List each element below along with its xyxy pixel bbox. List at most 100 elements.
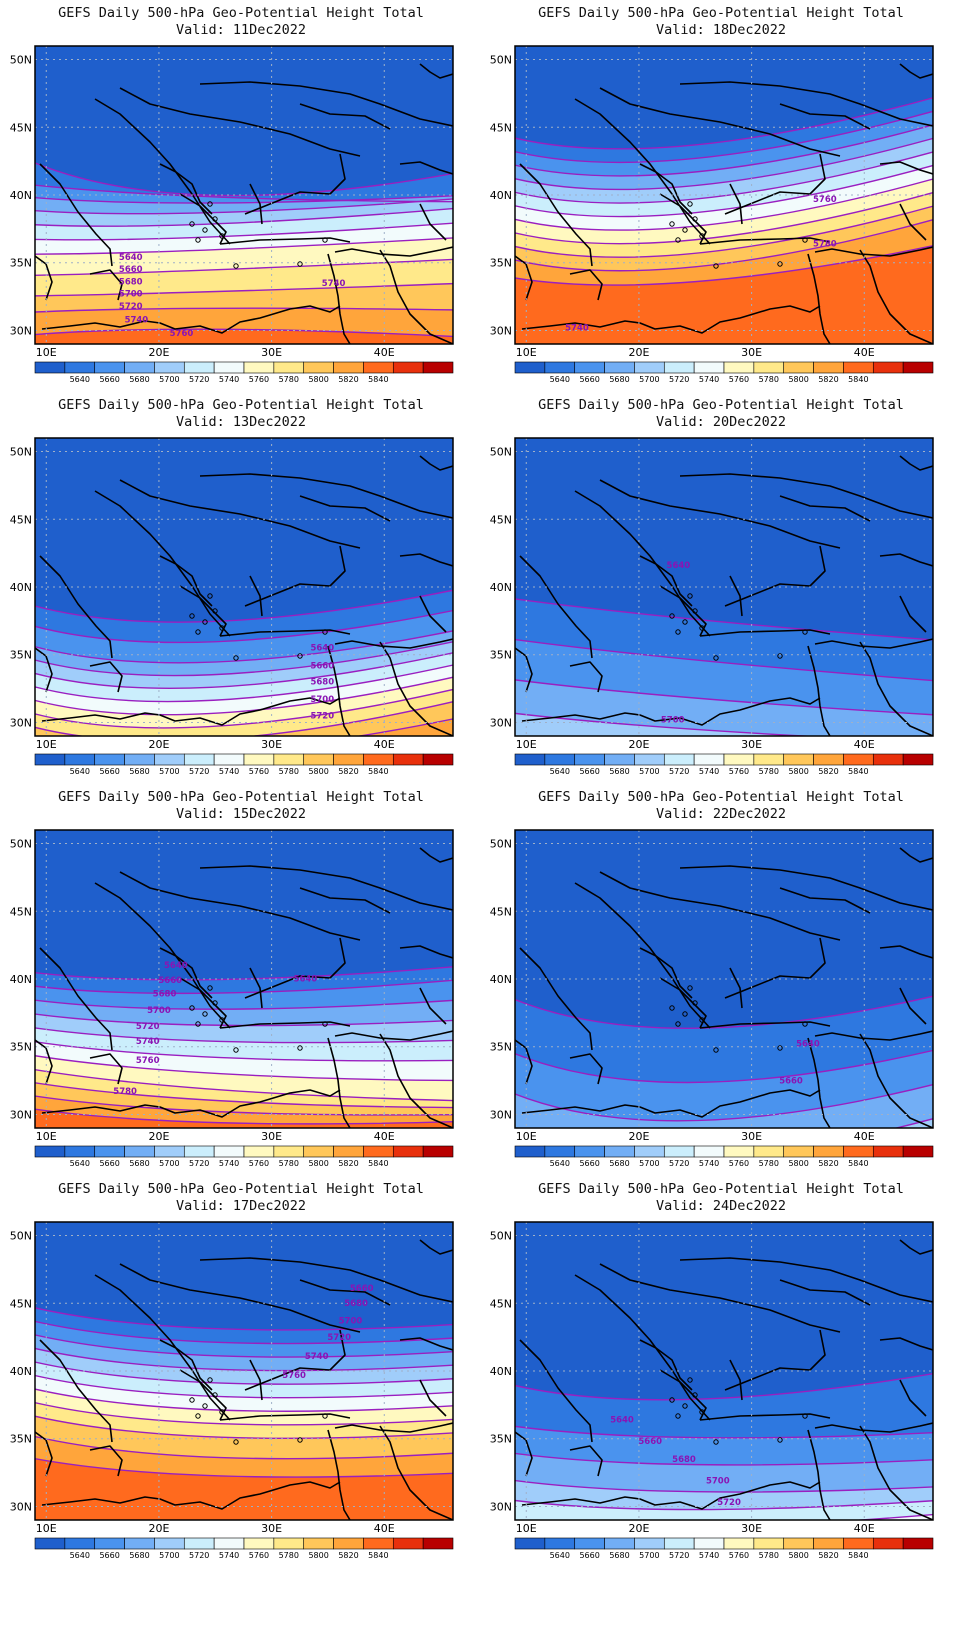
island [322, 629, 328, 635]
colorbar-label: 5720 [669, 1159, 689, 1168]
coastline [807, 1037, 831, 1128]
colorbar-label: 5840 [368, 1159, 388, 1168]
island [202, 1403, 208, 1409]
coastline [94, 882, 231, 1029]
coastline [724, 937, 826, 999]
contour-line [515, 1425, 933, 1439]
coastline [899, 847, 933, 863]
coastline [521, 1089, 821, 1118]
contour-label: 5700 [147, 1006, 171, 1016]
colorbar-swatch [813, 1145, 844, 1158]
island [777, 1437, 783, 1443]
coastline [249, 1359, 263, 1401]
colorbar: 5640 5660 5680 5700 5720 5740 5760 5780 5800 5820… [514, 1537, 934, 1560]
coastline [679, 1257, 933, 1303]
colorbar-label: 5820 [818, 375, 838, 384]
coastline [199, 865, 453, 911]
colorbar-swatch [753, 1537, 785, 1550]
colorbar-label: 5660 [99, 1159, 119, 1168]
longitude-label: 20E [628, 346, 649, 359]
colorbar-swatch [64, 1537, 96, 1550]
island [713, 1439, 719, 1445]
colorbar-label: 5640 [70, 1551, 90, 1560]
colorbar-label: 5800 [788, 767, 808, 776]
coastline [334, 1422, 453, 1433]
colorbar: 5640 5660 5680 5700 5720 5740 5760 5780 5800 5820… [514, 753, 934, 776]
island [212, 1392, 218, 1398]
contour-line [515, 598, 933, 641]
coastline [419, 987, 447, 1025]
colorbar-swatch [392, 753, 424, 766]
colorbar-swatch [872, 361, 904, 374]
colorbar-label: 5720 [189, 375, 209, 384]
colorbar-swatch [604, 1537, 635, 1550]
geopotential-height-map: 5760 5780 5740 10E 20E 30E 40E 30N 35N 40N 45N 50N 5… [490, 45, 934, 384]
contour-line [515, 151, 933, 204]
colorbar-label: 5700 [159, 375, 179, 384]
contour-line [515, 110, 933, 164]
coastline [899, 455, 933, 471]
contour-line [35, 664, 453, 703]
colorbar-label: 5840 [848, 1551, 868, 1560]
colorbar-label: 5740 [699, 767, 719, 776]
geopotential-height-map: 5640 5660 5680 5700 5720 10E 20E 30E 40E 30N 35N 40… [490, 1221, 934, 1560]
longitude-label: 30E [261, 346, 282, 359]
latitude-label: 30N [490, 1108, 512, 1121]
contour-label: 5720 [327, 1333, 351, 1343]
coastline [299, 1279, 391, 1306]
latitude-label: 50N [10, 446, 32, 459]
colorbar-label: 5720 [189, 1551, 209, 1560]
panel-title: GEFS Daily 500-hPa Geo-Potential Height … [58, 1181, 424, 1197]
contour-label: 5740 [565, 323, 589, 333]
colorbar-label: 5680 [129, 1551, 149, 1560]
latitude-label: 30N [490, 324, 512, 337]
colorbar-label: 5840 [368, 767, 388, 776]
coastline [521, 305, 821, 334]
coastline [89, 661, 123, 693]
island [207, 201, 213, 207]
coastline [779, 887, 871, 914]
colorbar-swatch [604, 361, 635, 374]
contour-line [35, 328, 453, 338]
coastline [724, 153, 826, 215]
coastline [119, 1263, 361, 1333]
longitude-label: 20E [148, 1130, 169, 1143]
island [195, 629, 201, 635]
island [189, 1397, 195, 1403]
coastline [724, 545, 826, 607]
colorbar-swatch [303, 753, 334, 766]
coastline [41, 305, 341, 334]
contour-line [515, 244, 933, 286]
shading-band [359, 718, 453, 736]
contour-line [35, 1334, 453, 1358]
colorbar-label: 5740 [219, 1551, 239, 1560]
shading-band [515, 713, 805, 736]
colorbar-label: 5820 [338, 375, 358, 384]
colorbar-swatch [273, 1145, 305, 1158]
geopotential-height-map: 5660 5680 5700 5720 5740 5760 10E 20E 30E 40E 30N 3… [10, 1221, 454, 1560]
island [219, 1017, 225, 1023]
geopotential-height-map: 5640 5660 5680 5700 5720 10E 20E 30E 40E 30N 35N 40… [10, 437, 454, 776]
coastline [519, 555, 593, 659]
colorbar-swatch [813, 753, 844, 766]
colorbar-label: 5820 [818, 1551, 838, 1560]
map-frame [514, 437, 934, 737]
coastline [574, 98, 711, 245]
latitude-label: 35N [10, 1433, 32, 1446]
colorbar-label: 5720 [669, 375, 689, 384]
island [233, 263, 239, 269]
contour-line [35, 979, 453, 995]
colorbar-label: 5800 [308, 1159, 328, 1168]
colorbar-swatch [94, 361, 125, 374]
colorbar-label: 5740 [219, 767, 239, 776]
colorbar-label: 5680 [609, 375, 629, 384]
coastline [39, 163, 113, 267]
coastline [599, 479, 841, 549]
colorbar-swatch [273, 1537, 305, 1550]
coastline [569, 1445, 603, 1477]
island [207, 593, 213, 599]
contour-label: 5660 [158, 976, 182, 986]
colorbar-label: 5680 [609, 1159, 629, 1168]
island [802, 1413, 808, 1419]
coastline [729, 183, 743, 225]
